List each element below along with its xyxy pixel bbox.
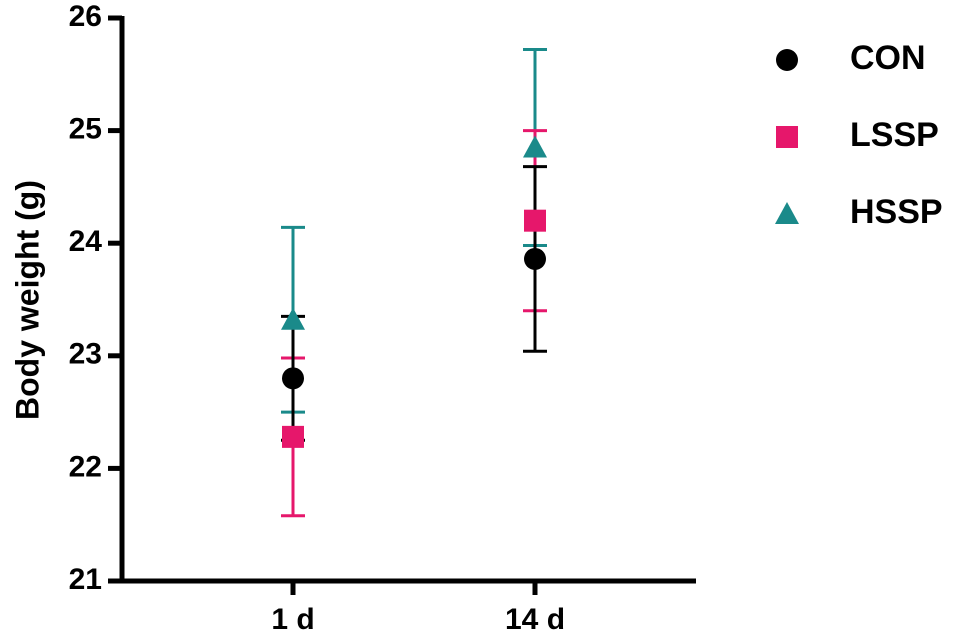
y-tick-label: 24	[69, 225, 103, 258]
point	[282, 425, 304, 448]
x-tick-label: 1 d	[271, 603, 314, 636]
point	[524, 209, 546, 232]
y-tick-label: 26	[69, 0, 102, 33]
legend-label: CON	[850, 39, 926, 77]
point	[523, 135, 547, 158]
y-tick-label: 25	[69, 113, 102, 146]
y-axis-label: Body weight (g)	[9, 180, 45, 420]
x-tick-label: 14 d	[505, 603, 565, 636]
legend-label: HSSP	[850, 193, 943, 231]
legend-marker	[775, 202, 799, 224]
point	[281, 307, 305, 330]
y-tick-label: 21	[69, 563, 102, 596]
y-tick-label: 22	[69, 450, 102, 483]
point	[524, 247, 546, 270]
legend-marker	[776, 126, 798, 148]
legend-marker	[776, 49, 798, 71]
point	[282, 367, 304, 390]
legend-label: LSSP	[850, 116, 939, 154]
y-tick-label: 23	[69, 338, 102, 371]
